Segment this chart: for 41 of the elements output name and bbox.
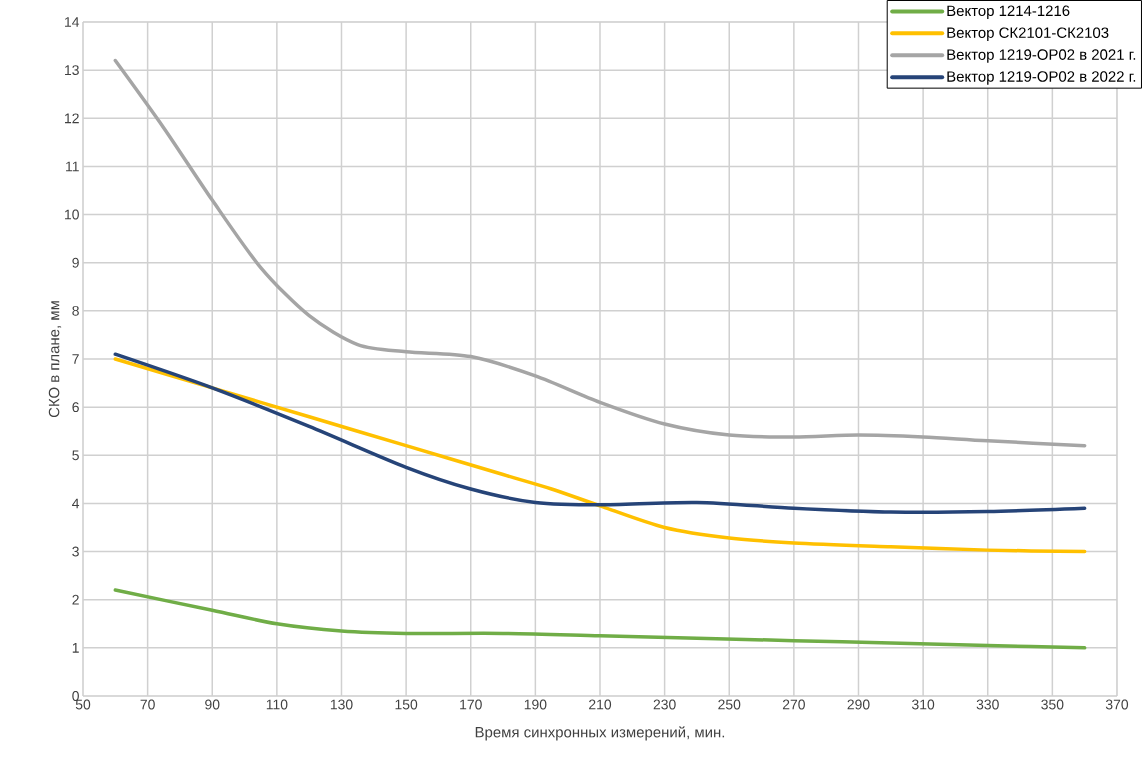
y-tick-label: 5 [72,450,79,461]
x-tick-label: 90 [205,699,220,710]
legend-label: Вектор 1214-1216 [947,5,1070,20]
x-tick-label: 170 [460,699,482,710]
x-tick-label: 290 [847,699,870,710]
x-tick-label: 110 [266,699,288,710]
legend-label: Вектор СК2101-СК2103 [947,27,1109,41]
y-axis-title: СКО в плане, мм [48,301,62,418]
y-tick-label: 14 [65,17,80,27]
legend-label: Вектор 1219-ОР02 в 2021 г. [947,49,1136,63]
y-tick-label: 6 [72,402,79,413]
y-tick-label: 1 [72,643,79,653]
x-tick-label: 50 [75,699,91,710]
y-tick-label: 9 [72,257,79,268]
x-tick-label: 210 [589,699,612,710]
x-tick-label: 310 [912,699,935,710]
line-series [113,357,1087,554]
y-tick-label: 12 [65,113,79,124]
legend-label: Вектор 1219-ОР02 в 2022 г. [947,71,1136,85]
y-tick-label: 11 [66,161,79,172]
x-tick-label: 150 [395,699,418,710]
y-tick-label: 7 [72,354,79,364]
y-tick-label: 13 [65,65,79,76]
x-tick-label: 70 [140,699,155,710]
x-tick-label: 130 [330,699,353,710]
y-tick-label: 4 [72,498,80,509]
x-tick-label: 190 [524,699,547,710]
x-axis-title: Время синхронных измерений, мин. [475,726,725,741]
x-tick-label: 350 [1041,699,1064,710]
x-tick-label: 370 [1105,699,1129,710]
x-tick-label: 230 [653,699,676,710]
line-series [113,588,1087,650]
y-tick-label: 3 [72,546,79,557]
x-tick-label: 330 [976,699,999,710]
y-tick-label: 0 [72,691,79,701]
y-tick-label: 10 [65,209,79,220]
y-tick-label: 8 [72,305,79,316]
x-tick-label: 250 [718,699,741,710]
line-series [113,352,1087,515]
y-tick-label: 2 [72,594,79,605]
x-tick-label: 270 [782,699,805,710]
